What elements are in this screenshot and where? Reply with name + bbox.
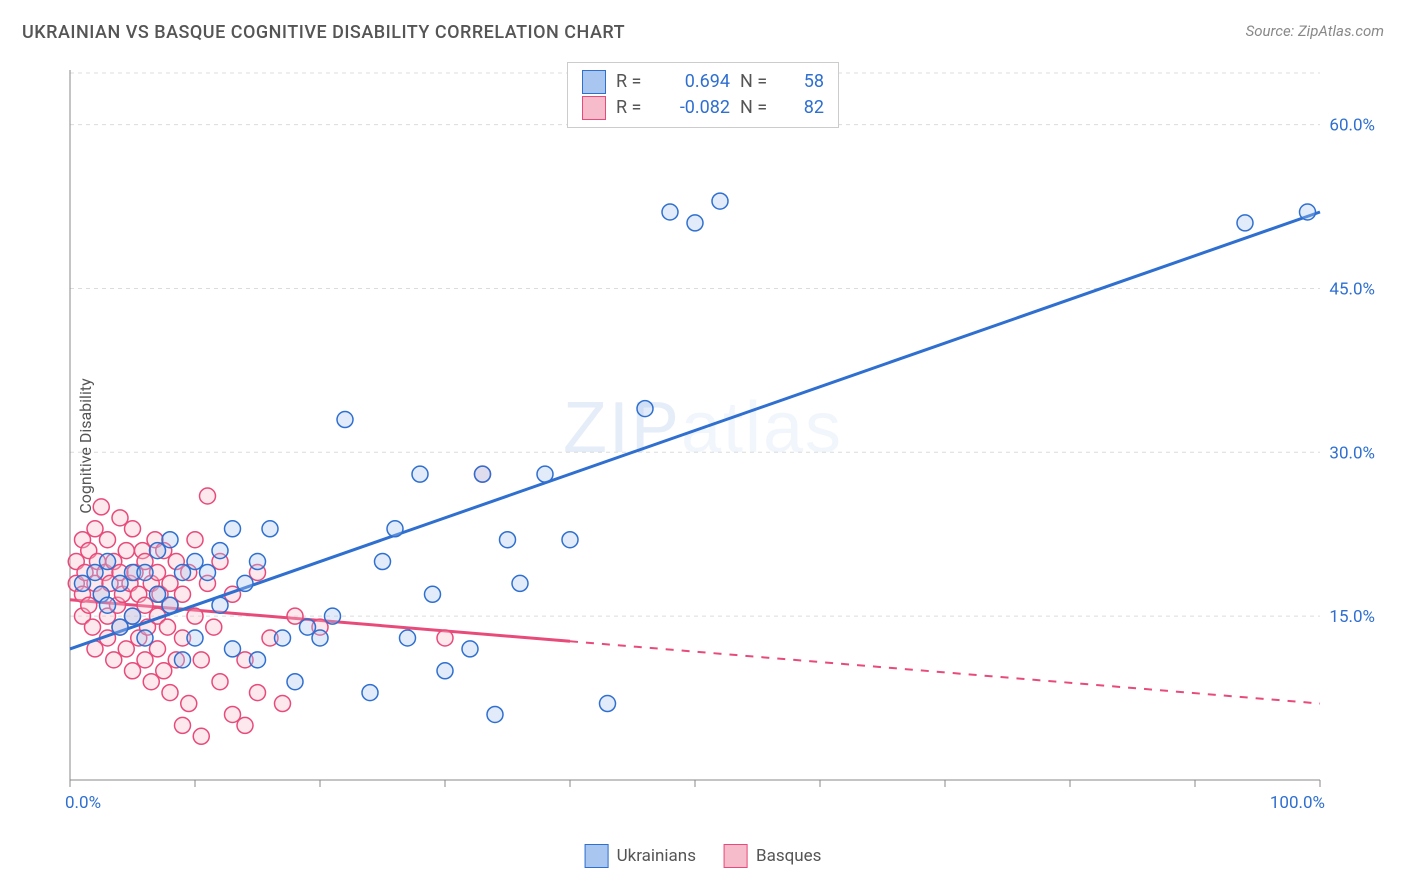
legend-label: Ukrainians xyxy=(617,846,696,866)
data-point xyxy=(400,630,416,646)
data-point xyxy=(712,193,728,209)
trend-line-extrapolated xyxy=(570,641,1320,703)
data-point xyxy=(193,652,209,668)
data-point xyxy=(175,717,191,733)
data-point xyxy=(250,685,266,701)
scatter-plot: 15.0% 30.0% 45.0% 60.0% 0.0% 100.0% xyxy=(60,60,1380,830)
y-tick-label: 60.0% xyxy=(1329,116,1375,136)
legend-r-label: R = xyxy=(616,69,650,95)
data-point xyxy=(475,466,491,482)
legend-swatch xyxy=(582,96,606,120)
data-point xyxy=(100,597,116,613)
data-point xyxy=(212,543,228,559)
data-point xyxy=(137,630,153,646)
data-point xyxy=(125,608,141,624)
legend-row: R = 0.694 N = 58 xyxy=(582,69,824,95)
data-point xyxy=(187,630,203,646)
data-point xyxy=(275,696,291,712)
legend-label: Basques xyxy=(756,846,821,866)
data-point xyxy=(487,706,503,722)
data-point xyxy=(193,728,209,744)
data-point xyxy=(200,488,216,504)
legend-n-value: 58 xyxy=(784,69,824,95)
legend-n-label: N = xyxy=(740,69,774,95)
data-point xyxy=(362,685,378,701)
data-point xyxy=(160,619,176,635)
data-point xyxy=(125,521,141,537)
data-point xyxy=(225,521,241,537)
data-point xyxy=(1237,215,1253,231)
legend-r-value: -0.082 xyxy=(660,95,730,121)
data-point xyxy=(687,215,703,231)
data-point xyxy=(287,674,303,690)
legend-item: Basques xyxy=(724,844,821,868)
y-tick-label: 30.0% xyxy=(1329,443,1375,463)
legend-item: Ukrainians xyxy=(585,844,696,868)
data-point xyxy=(337,412,353,428)
source-attribution: Source: ZipAtlas.com xyxy=(1246,22,1384,40)
chart-title: UKRAINIAN VS BASQUE COGNITIVE DISABILITY… xyxy=(22,22,625,43)
data-point xyxy=(262,521,278,537)
legend-n-label: N = xyxy=(740,95,774,121)
data-point xyxy=(100,532,116,548)
data-point xyxy=(462,641,478,657)
legend-swatch xyxy=(582,70,606,94)
data-point xyxy=(250,652,266,668)
data-point xyxy=(437,663,453,679)
source-value: ZipAtlas.com xyxy=(1298,22,1384,40)
data-point xyxy=(250,554,266,570)
data-point xyxy=(118,543,134,559)
legend-swatch xyxy=(585,844,609,868)
data-point xyxy=(225,641,241,657)
data-point xyxy=(437,630,453,646)
data-point xyxy=(162,532,178,548)
data-point xyxy=(137,564,153,580)
data-point xyxy=(237,717,253,733)
data-point xyxy=(200,564,216,580)
legend-n-value: 82 xyxy=(784,95,824,121)
data-point xyxy=(187,532,203,548)
legend-r-label: R = xyxy=(616,95,650,121)
data-point xyxy=(187,608,203,624)
data-point xyxy=(325,608,341,624)
data-point xyxy=(100,554,116,570)
data-point xyxy=(562,532,578,548)
legend-row: R = -0.082 N = 82 xyxy=(582,95,824,121)
series-legend: Ukrainians Basques xyxy=(585,844,822,868)
source-label: Source: xyxy=(1246,22,1298,40)
data-point xyxy=(425,586,441,602)
data-point xyxy=(212,674,228,690)
data-point xyxy=(175,652,191,668)
data-point xyxy=(637,401,653,417)
trend-line xyxy=(70,212,1320,649)
data-point xyxy=(387,521,403,537)
legend-r-value: 0.694 xyxy=(660,69,730,95)
correlation-legend: R = 0.694 N = 58 R = -0.082 N = 82 xyxy=(567,62,839,128)
data-point xyxy=(375,554,391,570)
data-point xyxy=(162,597,178,613)
x-tick-label: 100.0% xyxy=(1270,793,1325,813)
data-point xyxy=(537,466,553,482)
y-tick-label: 15.0% xyxy=(1329,607,1375,627)
legend-swatch xyxy=(724,844,748,868)
data-point xyxy=(212,597,228,613)
data-point xyxy=(662,204,678,220)
x-tick-label: 0.0% xyxy=(65,793,101,813)
data-point xyxy=(600,696,616,712)
data-point xyxy=(412,466,428,482)
data-point xyxy=(93,499,109,515)
data-point xyxy=(500,532,516,548)
data-point xyxy=(275,630,291,646)
data-point xyxy=(1300,204,1316,220)
data-point xyxy=(162,685,178,701)
y-tick-label: 45.0% xyxy=(1329,279,1375,299)
data-point xyxy=(512,575,528,591)
data-point xyxy=(237,575,253,591)
data-point xyxy=(312,630,328,646)
data-point xyxy=(206,619,222,635)
data-point xyxy=(85,619,101,635)
data-point xyxy=(181,696,197,712)
